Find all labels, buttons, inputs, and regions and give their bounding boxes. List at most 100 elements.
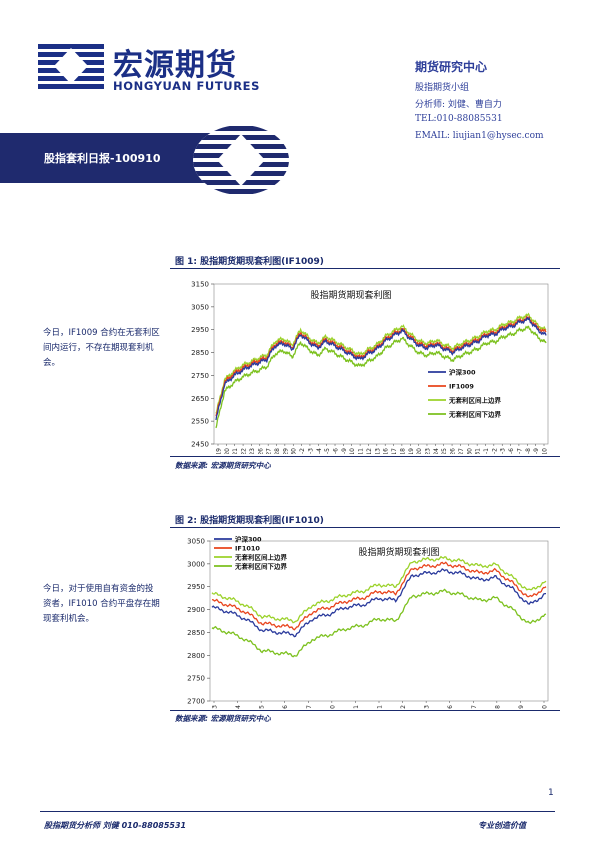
- report-title: 股指套利日报-100910: [44, 152, 161, 165]
- legend-label: 无套利区间下边界: [234, 562, 288, 571]
- x-tick-label: 10-8-11: [358, 448, 365, 454]
- legend-label: 沪深300: [235, 535, 262, 544]
- y-tick-label: 2750: [187, 675, 205, 683]
- x-tick-label: 10-8-13: [374, 448, 381, 454]
- y-tick-label: 2650: [191, 395, 209, 403]
- contact-analyst: 分析师: 刘健、曹自力: [415, 100, 502, 110]
- x-tick-label: 10-8-9: [341, 448, 348, 454]
- x-tick-label: 10-9-8: [525, 448, 532, 454]
- x-tick-label: 10-8-27: [306, 705, 313, 709]
- series-line-1: [211, 561, 547, 631]
- chart-title: 股指期货期现套利图: [310, 289, 391, 301]
- x-tick-label: 10-8-30: [329, 705, 336, 709]
- x-tick-label: 10-9-7: [471, 705, 478, 709]
- x-tick-label: 10-8-2: [299, 448, 306, 454]
- x-tick-label: 10-8-23: [212, 705, 219, 709]
- logo-chinese-name: 宏源期货: [113, 48, 237, 83]
- x-tick-label: 10-7-23: [249, 448, 256, 454]
- legend-label: IF1010: [235, 545, 260, 553]
- y-tick-label: 2700: [187, 698, 205, 706]
- x-tick-label: 10-9-2: [400, 705, 407, 709]
- x-tick-label: 10-9-6: [508, 448, 515, 454]
- y-tick-label: 2850: [191, 349, 209, 357]
- x-tick-label: 10-8-16: [383, 448, 390, 454]
- x-tick-label: 10-9-8: [494, 705, 501, 709]
- x-tick-label: 10-9-1: [377, 705, 384, 709]
- x-tick-label: 10-9-10: [542, 705, 549, 709]
- series-line-1: [215, 315, 547, 417]
- x-tick-label: 10-9-6: [447, 705, 454, 709]
- chart-title: 股指期货期现套利图: [358, 546, 439, 558]
- logo-english-name: HONGYUAN FUTURES: [113, 79, 261, 93]
- x-tick-label: 10-7-26: [257, 448, 264, 454]
- x-tick-label: 10-7-27: [266, 448, 273, 454]
- footer-slogan: 专业创造价值: [478, 821, 526, 830]
- x-tick-label: 10-8-31: [353, 705, 360, 709]
- x-tick-label: 10-8-24: [235, 705, 242, 709]
- x-tick-label: 10-8-12: [366, 448, 373, 454]
- series-line-0: [215, 316, 547, 421]
- department-title: 期货研究中心: [415, 60, 488, 74]
- contact-group: 股指期货小组: [415, 83, 470, 93]
- x-tick-label: 10-8-4: [316, 448, 323, 454]
- y-tick-label: 2950: [191, 326, 209, 334]
- x-tick-label: 10-9-10: [542, 448, 549, 454]
- y-tick-label: 3050: [191, 303, 209, 311]
- x-tick-label: 10-8-20: [416, 448, 423, 454]
- contact-email: EMAIL: liujian1@hysec.com: [415, 131, 544, 141]
- x-tick-label: 10-7-28: [274, 448, 281, 454]
- y-tick-label: 2750: [191, 372, 209, 380]
- x-tick-label: 10-7-22: [241, 448, 248, 454]
- footer-analyst: 股指期货分析师 刘健 010-88085531: [44, 821, 187, 830]
- series-line-0: [211, 568, 546, 638]
- x-tick-label: 10-9-9: [518, 705, 525, 709]
- series-line-2: [215, 312, 547, 414]
- x-tick-label: 10-8-25: [259, 705, 266, 709]
- y-tick-label: 2850: [187, 629, 205, 637]
- x-tick-label: 10-9-7: [516, 448, 523, 454]
- x-tick-label: 10-9-9: [533, 448, 540, 454]
- y-tick-label: 2900: [187, 606, 205, 614]
- legend-label: 沪深300: [449, 368, 476, 377]
- x-tick-label: 10-8-10: [349, 448, 356, 454]
- figure-2-source: 数据来源: 宏源期货研究中心: [175, 714, 271, 723]
- series-line-3: [211, 588, 547, 658]
- x-tick-label: 10-8-3: [307, 448, 314, 454]
- page-number: 1: [548, 788, 554, 798]
- y-tick-label: 3000: [187, 560, 205, 568]
- x-tick-label: 10-8-25: [441, 448, 448, 454]
- x-tick-label: 10-8-24: [433, 448, 440, 454]
- legend-label: IF1009: [449, 383, 474, 391]
- y-tick-label: 3050: [187, 538, 205, 546]
- legend-label: 无套利区间下边界: [448, 410, 502, 419]
- legend-label: 无套利区间上边界: [234, 553, 288, 562]
- x-tick-label: 10-9-2: [491, 448, 498, 454]
- figure-1-note: 今日，IF1009 合约在无套利区间内运行，不存在期现套利机会。: [43, 328, 160, 368]
- footer-rule: [40, 811, 555, 812]
- figure-2-chart: 2700 2750 2800 2850 2900 2950 3000 3050 10-8-23 1…: [187, 535, 549, 710]
- y-tick-label: 2450: [191, 441, 209, 449]
- x-tick-label: 10-7-21: [232, 448, 239, 454]
- figure-2-bottom-rule: [170, 710, 560, 711]
- figure-1-chart: 2450255026502750285029503050315010-7-191…: [191, 281, 549, 455]
- x-tick-label: 10-8-30: [466, 448, 473, 454]
- x-tick-label: 10-8-18: [399, 448, 406, 454]
- y-tick-label: 2550: [191, 418, 209, 426]
- x-tick-label: 10-8-26: [450, 448, 457, 454]
- figure-1-bottom-rule: [170, 456, 560, 457]
- series-line-3: [215, 325, 547, 429]
- y-tick-label: 3150: [191, 281, 209, 289]
- x-tick-label: 10-9-3: [424, 705, 431, 709]
- figure-1-caption: 图 1: 股指期货期现套利图(IF1009): [175, 257, 324, 267]
- x-tick-label: 10-8-27: [458, 448, 465, 454]
- figure-2-note: 今日，对于使用自有资金的投资者，IF1010 合约平盘存在期现套利机会。: [43, 584, 160, 624]
- series-line-2: [211, 555, 547, 624]
- plot-frame: [213, 283, 549, 445]
- y-tick-label: 2800: [187, 652, 205, 660]
- x-tick-label: 10-8-5: [324, 448, 331, 454]
- figure-1-top-rule: [170, 268, 560, 269]
- x-tick-label: 10-7-30: [291, 448, 298, 454]
- y-tick-label: 2950: [187, 583, 205, 591]
- contact-tel: TEL:010-88085531: [415, 114, 503, 124]
- x-tick-label: 10-8-26: [282, 705, 289, 709]
